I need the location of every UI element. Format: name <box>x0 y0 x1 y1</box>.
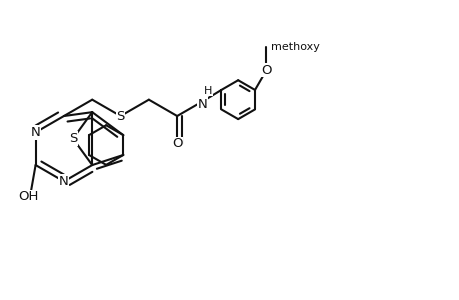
Text: N: N <box>197 98 207 111</box>
Text: S: S <box>69 132 77 145</box>
Text: S: S <box>116 110 124 122</box>
Text: N: N <box>59 175 69 188</box>
Text: H: H <box>204 86 212 96</box>
Text: N: N <box>31 126 40 139</box>
Text: OH: OH <box>18 190 38 203</box>
Text: O: O <box>172 137 182 150</box>
Text: methoxy: methoxy <box>271 42 319 52</box>
Text: O: O <box>261 64 271 76</box>
